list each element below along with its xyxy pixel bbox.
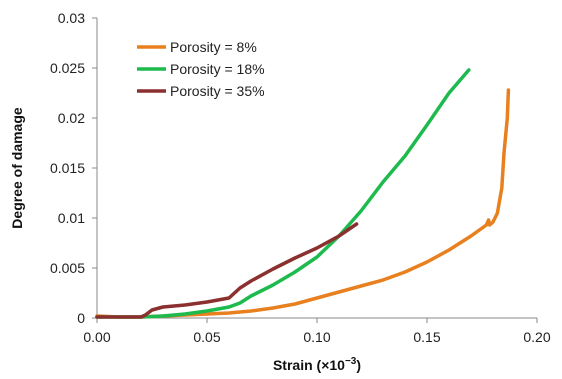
tick-labels: 0.00 0.05 0.10 0.15 0.20 0 0.005 0.01 0.015 0.02 0…	[50, 10, 551, 345]
y-axis-title: Degree of damage	[9, 107, 25, 229]
y-tick-label: 0.01	[58, 210, 85, 226]
legend-label: Porosity = 8%	[170, 39, 257, 55]
x-tick-label: 0.20	[523, 329, 550, 345]
legend-label: Porosity = 18%	[170, 61, 265, 77]
x-tick-label: 0.00	[83, 329, 110, 345]
y-tick-label: 0.03	[58, 10, 85, 26]
series-layer	[95, 68, 511, 319]
x-tick-label: 0.15	[413, 329, 440, 345]
y-tick-label: 0.015	[50, 160, 85, 176]
x-tick-label: 0.10	[303, 329, 330, 345]
series-line-1	[95, 88, 511, 319]
axes	[92, 17, 538, 323]
x-tick-label: 0.05	[193, 329, 220, 345]
y-tick-label: 0.005	[50, 260, 85, 276]
legend: Porosity = 8% Porosity = 18% Porosity = 35…	[137, 39, 265, 99]
x-axis-title: Strain (×10−3)	[273, 356, 361, 373]
y-tick-label: 0.02	[58, 110, 85, 126]
legend-label: Porosity = 35%	[170, 83, 265, 99]
series-line-3	[95, 222, 359, 319]
y-tick-label: 0	[77, 310, 85, 326]
series-line-2	[95, 68, 471, 319]
y-tick-label: 0.025	[50, 60, 85, 76]
